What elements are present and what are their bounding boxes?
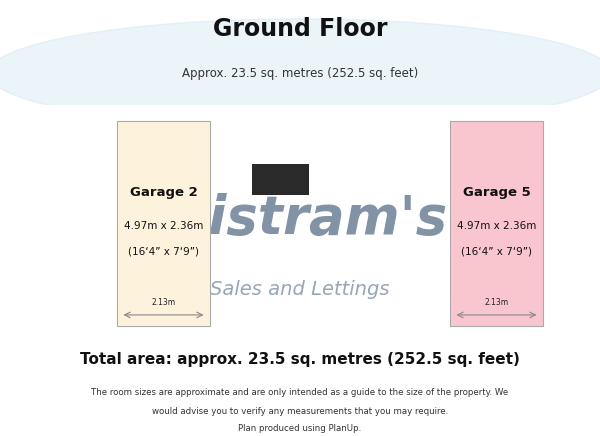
Text: would advise you to verify any measurements that you may require.: would advise you to verify any measureme… xyxy=(152,407,448,416)
Text: The room sizes are approximate and are only intended as a guide to the size of t: The room sizes are approximate and are o… xyxy=(91,388,509,397)
Text: Plan produced using PlanUp.: Plan produced using PlanUp. xyxy=(238,424,362,433)
Text: Garage 2: Garage 2 xyxy=(130,186,197,199)
Text: (16‘4” x 7‘9”): (16‘4” x 7‘9”) xyxy=(461,247,532,257)
Text: Tristram's: Tristram's xyxy=(152,193,448,245)
Circle shape xyxy=(0,19,600,128)
Text: 2.13m: 2.13m xyxy=(484,298,509,307)
Text: Ground Floor: Ground Floor xyxy=(213,17,387,41)
FancyBboxPatch shape xyxy=(117,121,210,326)
FancyBboxPatch shape xyxy=(252,164,309,195)
Text: Approx. 23.5 sq. metres (252.5 sq. feet): Approx. 23.5 sq. metres (252.5 sq. feet) xyxy=(182,67,418,80)
Text: 2.13m: 2.13m xyxy=(151,298,176,307)
FancyBboxPatch shape xyxy=(450,121,543,326)
Text: 4.97m x 2.36m: 4.97m x 2.36m xyxy=(457,221,536,231)
Text: 4.97m x 2.36m: 4.97m x 2.36m xyxy=(124,221,203,231)
Text: Garage 5: Garage 5 xyxy=(463,186,530,199)
Text: Sales and Lettings: Sales and Lettings xyxy=(210,280,390,300)
Text: Total area: approx. 23.5 sq. metres (252.5 sq. feet): Total area: approx. 23.5 sq. metres (252… xyxy=(80,351,520,367)
Text: (16‘4” x 7‘9”): (16‘4” x 7‘9”) xyxy=(128,247,199,257)
